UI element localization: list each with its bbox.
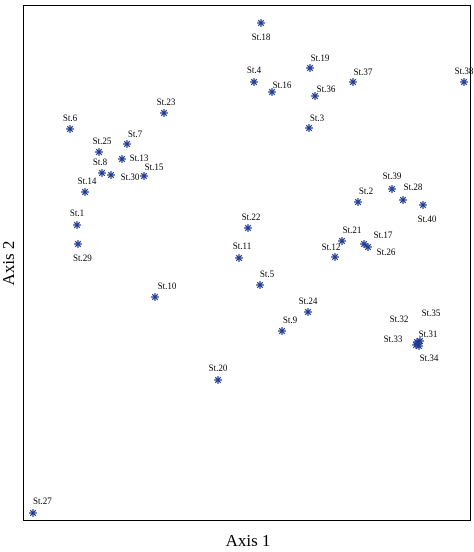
- point-label-st8: St.8: [93, 157, 108, 167]
- point-label-st17: St.17: [374, 230, 393, 240]
- point-label-st15: St.15: [145, 162, 164, 172]
- point-label-st10: St.10: [158, 281, 177, 291]
- point-label-st11: St.11: [233, 241, 251, 251]
- point-label-st2: St.2: [359, 186, 373, 196]
- data-point-st23: [160, 109, 168, 117]
- point-label-st12: St.12: [322, 242, 341, 252]
- point-label-st29: St.29: [73, 253, 92, 263]
- data-point-st30: [107, 171, 115, 179]
- point-label-st30: St.30: [121, 172, 140, 182]
- point-label-st33: St.33: [384, 334, 403, 344]
- point-label-st37: St.37: [354, 67, 373, 77]
- data-point-st10: [151, 293, 159, 301]
- data-point-st12: [331, 253, 339, 261]
- point-label-st34: St.34: [420, 353, 439, 363]
- data-point-st1: [73, 221, 81, 229]
- point-label-st23: St.23: [157, 97, 176, 107]
- plot-frame: [23, 5, 471, 521]
- data-point-st5: [256, 281, 264, 289]
- point-label-st27: St.27: [33, 496, 52, 506]
- data-point-st7: [123, 140, 131, 148]
- data-point-st2: [354, 198, 362, 206]
- data-point-st38: [460, 78, 468, 86]
- data-point-st18: [257, 19, 265, 27]
- point-label-st35: St.35: [422, 308, 441, 318]
- data-point-st8: [98, 169, 106, 177]
- data-point-st26: [364, 243, 372, 251]
- data-point-st3: [305, 124, 313, 132]
- data-point-st9: [278, 327, 286, 335]
- data-point-st20: [214, 376, 222, 384]
- point-label-st38: St.38: [455, 66, 474, 76]
- point-label-st21: St.21: [343, 225, 362, 235]
- x-axis-title: Axis 1: [226, 531, 271, 550]
- point-label-st39: St.39: [383, 171, 402, 181]
- point-label-st24: St.24: [299, 296, 318, 306]
- point-label-st14: St.14: [78, 176, 97, 186]
- point-label-st1: St.1: [70, 208, 84, 218]
- data-point-st28: [399, 196, 407, 204]
- point-label-st32: St.32: [390, 314, 409, 324]
- point-label-st3: St.3: [310, 113, 325, 123]
- point-label-st40: St.40: [418, 214, 437, 224]
- data-point-st36: [311, 92, 319, 100]
- data-point-st11: [235, 254, 243, 262]
- y-axis-title: Axis 2: [0, 241, 18, 286]
- point-label-st18: St.18: [252, 32, 271, 42]
- data-point-st21: [338, 237, 346, 245]
- data-point-st37: [349, 78, 357, 86]
- point-label-st16: St.16: [273, 80, 292, 90]
- data-point-st22: [244, 224, 252, 232]
- data-point-st39: [388, 185, 396, 193]
- data-point-st35: [416, 337, 424, 345]
- point-label-st31: St.31: [419, 329, 438, 339]
- data-point-st16: [268, 88, 276, 96]
- point-label-st6: St.6: [63, 113, 78, 123]
- data-point-st19: [306, 64, 314, 72]
- point-label-st13: St.13: [130, 153, 149, 163]
- point-label-st26: St.26: [377, 247, 396, 257]
- point-label-st25: St.25: [93, 136, 112, 146]
- point-label-st4: St.4: [247, 65, 262, 75]
- point-label-st19: St.19: [311, 53, 330, 63]
- data-point-st6: [66, 125, 74, 133]
- point-label-st7: St.7: [128, 129, 143, 139]
- data-point-st29: [74, 240, 82, 248]
- data-point-st14: [81, 188, 89, 196]
- data-point-st13: [118, 155, 126, 163]
- data-point-st40: [419, 201, 427, 209]
- data-point-st34: [415, 342, 423, 350]
- data-point-st15: [140, 172, 148, 180]
- point-label-st22: St.22: [242, 212, 261, 222]
- data-point-st27: [29, 509, 37, 517]
- data-point-st4: [250, 78, 258, 86]
- point-label-st28: St.28: [404, 182, 423, 192]
- point-label-st20: St.20: [209, 363, 228, 373]
- point-label-st9: St.9: [283, 315, 298, 325]
- point-label-st5: St.5: [260, 269, 275, 279]
- data-points: St.1 St.2 St.3 St.4 St.5 St.6 St.7 St.8 St.9 St.1…: [29, 19, 474, 517]
- data-point-st25: [95, 148, 103, 156]
- point-label-st36: St.36: [317, 84, 336, 94]
- data-point-st24: [304, 308, 312, 316]
